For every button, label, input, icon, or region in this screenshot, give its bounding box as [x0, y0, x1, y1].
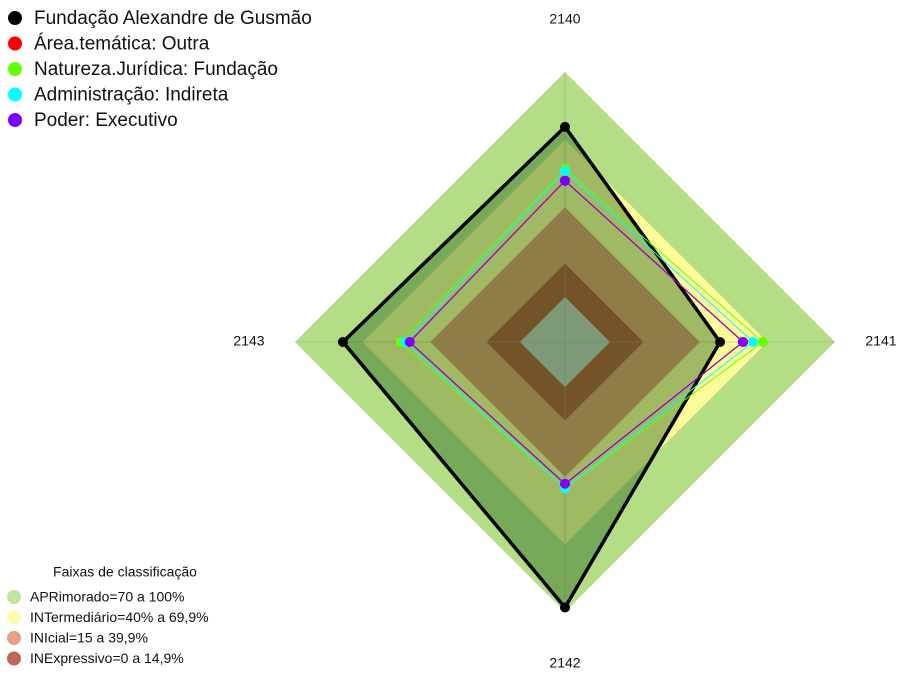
band-legend-marker [7, 631, 21, 645]
band-legend-label: INExpressivo=0 a 14,9% [30, 650, 184, 666]
legend-marker [8, 36, 22, 51]
axis-label: 2143 [233, 333, 264, 349]
series-point [560, 478, 570, 489]
series-point [758, 337, 768, 347]
legend-label: Área.temática: Outra [34, 34, 210, 55]
legend-marker [8, 62, 22, 76]
band-legend-marker [7, 590, 21, 604]
legend-label: Administração: Indireta [34, 85, 229, 106]
series-point [560, 175, 570, 186]
series-point [404, 337, 415, 347]
series-point [560, 121, 570, 132]
series-point [560, 602, 570, 613]
series-point [337, 337, 348, 347]
band-legend-marker [7, 610, 21, 625]
legend-marker [8, 113, 22, 127]
series-point [748, 337, 759, 347]
band-legend-label: INTermediário=40% a 69,9% [30, 609, 209, 625]
band-legend-marker [7, 651, 21, 666]
legend-marker [8, 11, 22, 25]
legend-label: Poder: Executivo [34, 110, 178, 131]
series-point [560, 166, 570, 176]
axis-label: 2142 [549, 655, 580, 671]
legend-marker [8, 87, 22, 102]
band-legend-title: Faixas de classificação [53, 564, 197, 580]
axis-label: 2141 [865, 333, 896, 349]
band-legend-label: APRimorado=70 a 100% [30, 589, 185, 605]
series-point [737, 337, 748, 347]
axis-label: 2140 [549, 11, 580, 27]
band-legend-label: INIcial=15 a 39,9% [30, 630, 148, 646]
legend-label: Fundação Alexandre de Gusmão [34, 8, 312, 29]
series-point [715, 337, 726, 347]
legend-label: Natureza.Jurídica: Fundação [34, 59, 278, 80]
